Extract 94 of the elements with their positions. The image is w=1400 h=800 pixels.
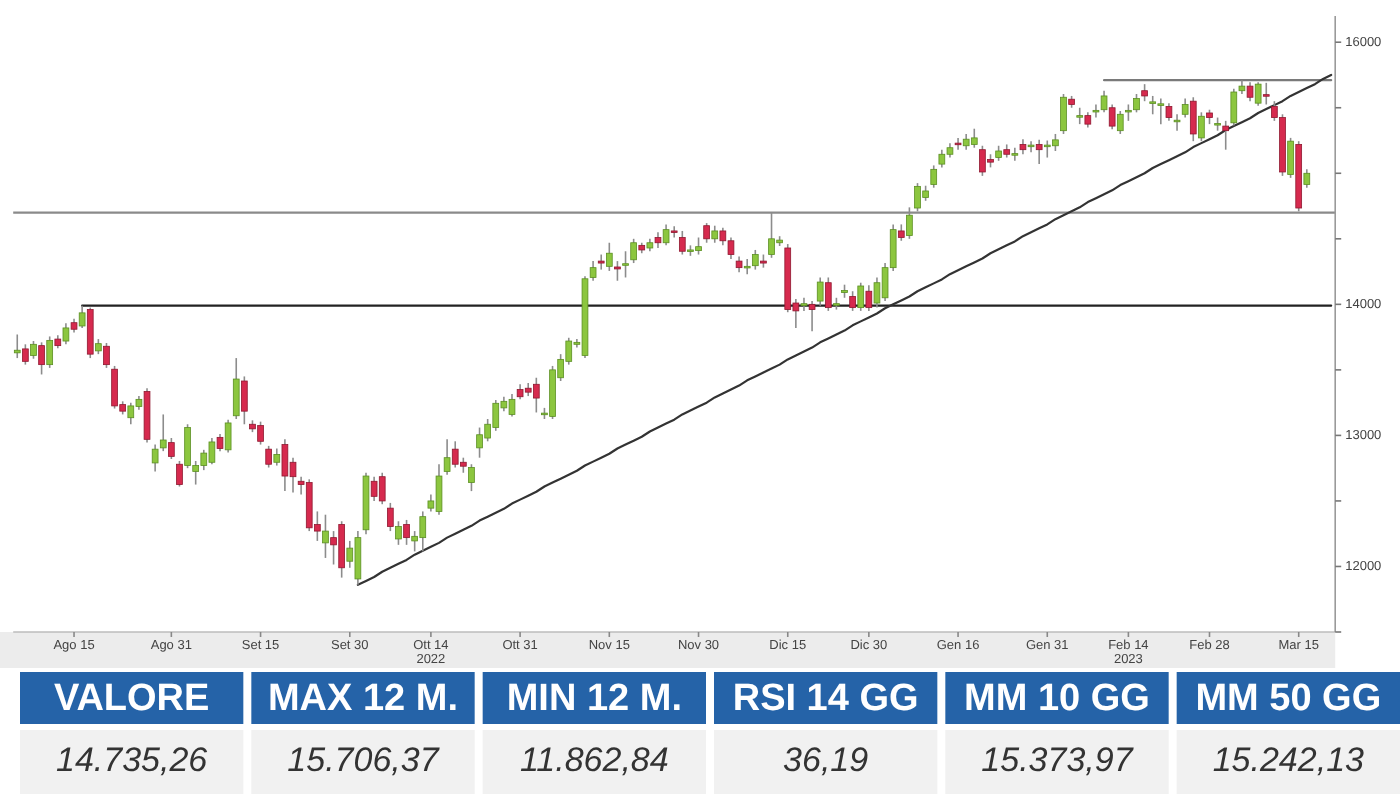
candlestick bbox=[435, 463, 443, 516]
candlestick bbox=[378, 471, 386, 506]
candlestick bbox=[1181, 97, 1189, 119]
candlestick bbox=[751, 249, 759, 271]
text: RSI 14 GG bbox=[732, 678, 919, 721]
candlestick bbox=[865, 284, 873, 312]
candlestick bbox=[1116, 110, 1124, 135]
text: 15.706,37 bbox=[287, 740, 440, 779]
candlestick bbox=[257, 420, 264, 446]
candlestick bbox=[224, 418, 232, 454]
text: 11.862,84 bbox=[519, 740, 669, 779]
candlestick bbox=[727, 236, 735, 260]
candlestick bbox=[281, 438, 289, 492]
line-series bbox=[356, 73, 1333, 586]
candlestick bbox=[370, 475, 378, 502]
candlestick bbox=[208, 437, 216, 466]
candlestick bbox=[970, 127, 978, 149]
candlestick bbox=[1189, 96, 1197, 142]
text: VALORE bbox=[53, 678, 210, 721]
candlestick bbox=[662, 223, 670, 247]
candlestick bbox=[241, 375, 248, 426]
candlestick bbox=[46, 335, 54, 369]
candlestick bbox=[265, 445, 272, 469]
candlestick bbox=[338, 520, 345, 579]
candlestick bbox=[13, 333, 21, 359]
text: MM 50 GG bbox=[1195, 678, 1382, 721]
candlestick bbox=[1060, 93, 1067, 135]
candlestick bbox=[1149, 95, 1157, 116]
candlestick bbox=[849, 290, 856, 312]
candlestick bbox=[387, 502, 394, 532]
candlestick bbox=[468, 463, 475, 492]
candlestick bbox=[816, 276, 824, 307]
candlestick bbox=[143, 387, 151, 444]
candlestick bbox=[492, 399, 500, 432]
candlestick bbox=[1222, 120, 1230, 151]
candlestick bbox=[508, 393, 516, 418]
candlestick bbox=[168, 437, 175, 460]
candlestick bbox=[1287, 137, 1294, 179]
candlestick bbox=[200, 449, 208, 471]
text: MIN 12 M. bbox=[506, 678, 682, 721]
candlestick bbox=[232, 357, 240, 420]
candlestick bbox=[103, 342, 110, 369]
candlestick bbox=[597, 253, 605, 271]
candlestick bbox=[614, 260, 621, 282]
candlestick bbox=[1011, 146, 1019, 162]
candlestick bbox=[622, 250, 629, 279]
candlestick bbox=[184, 423, 191, 469]
candlestick bbox=[1157, 97, 1165, 125]
candlestick bbox=[930, 164, 938, 189]
candlestick bbox=[22, 343, 29, 366]
candlestick bbox=[1108, 103, 1116, 131]
candlestick bbox=[322, 513, 329, 559]
text: 15.242,13 bbox=[1212, 740, 1366, 779]
candlestick bbox=[451, 440, 459, 469]
candlestick bbox=[1043, 139, 1051, 159]
text: MAX 12 M. bbox=[267, 678, 459, 721]
candlestick bbox=[403, 519, 410, 546]
candlestick bbox=[127, 401, 135, 426]
candlestick bbox=[111, 365, 118, 410]
candlestick bbox=[857, 281, 865, 312]
candlestick bbox=[703, 222, 710, 244]
candlestick bbox=[443, 438, 451, 476]
candlestick bbox=[38, 341, 45, 376]
candlestick bbox=[533, 376, 540, 414]
text: 36,19 bbox=[783, 740, 870, 779]
candlestick bbox=[1303, 168, 1311, 189]
candlestick bbox=[305, 478, 313, 532]
candlestick bbox=[549, 365, 556, 420]
candlestick bbox=[419, 510, 427, 553]
candlestick bbox=[395, 520, 402, 546]
text: 15.373,97 bbox=[981, 740, 1134, 779]
candlestick bbox=[1262, 82, 1270, 106]
candlestick bbox=[678, 230, 686, 256]
candlestick bbox=[743, 258, 751, 275]
candlestick bbox=[630, 238, 637, 264]
candlestick bbox=[62, 322, 70, 346]
candlestick bbox=[1254, 81, 1262, 107]
candlestick bbox=[1076, 106, 1084, 125]
candlestick bbox=[354, 530, 362, 586]
candlestick bbox=[979, 144, 986, 177]
candlestick bbox=[86, 306, 94, 359]
candlestick bbox=[78, 304, 86, 329]
candlestick bbox=[476, 426, 483, 459]
candlestick bbox=[606, 241, 613, 272]
candlestick bbox=[1133, 93, 1140, 114]
text: 14.735,26 bbox=[56, 740, 209, 779]
candlestick bbox=[330, 530, 337, 566]
candlestick bbox=[954, 137, 962, 151]
candlestick bbox=[1198, 111, 1205, 142]
candlestick bbox=[176, 460, 183, 488]
text: MM 10 GG bbox=[964, 678, 1150, 721]
candlestick bbox=[1035, 139, 1043, 165]
candlestick bbox=[824, 276, 832, 312]
candlestick bbox=[1246, 81, 1254, 102]
